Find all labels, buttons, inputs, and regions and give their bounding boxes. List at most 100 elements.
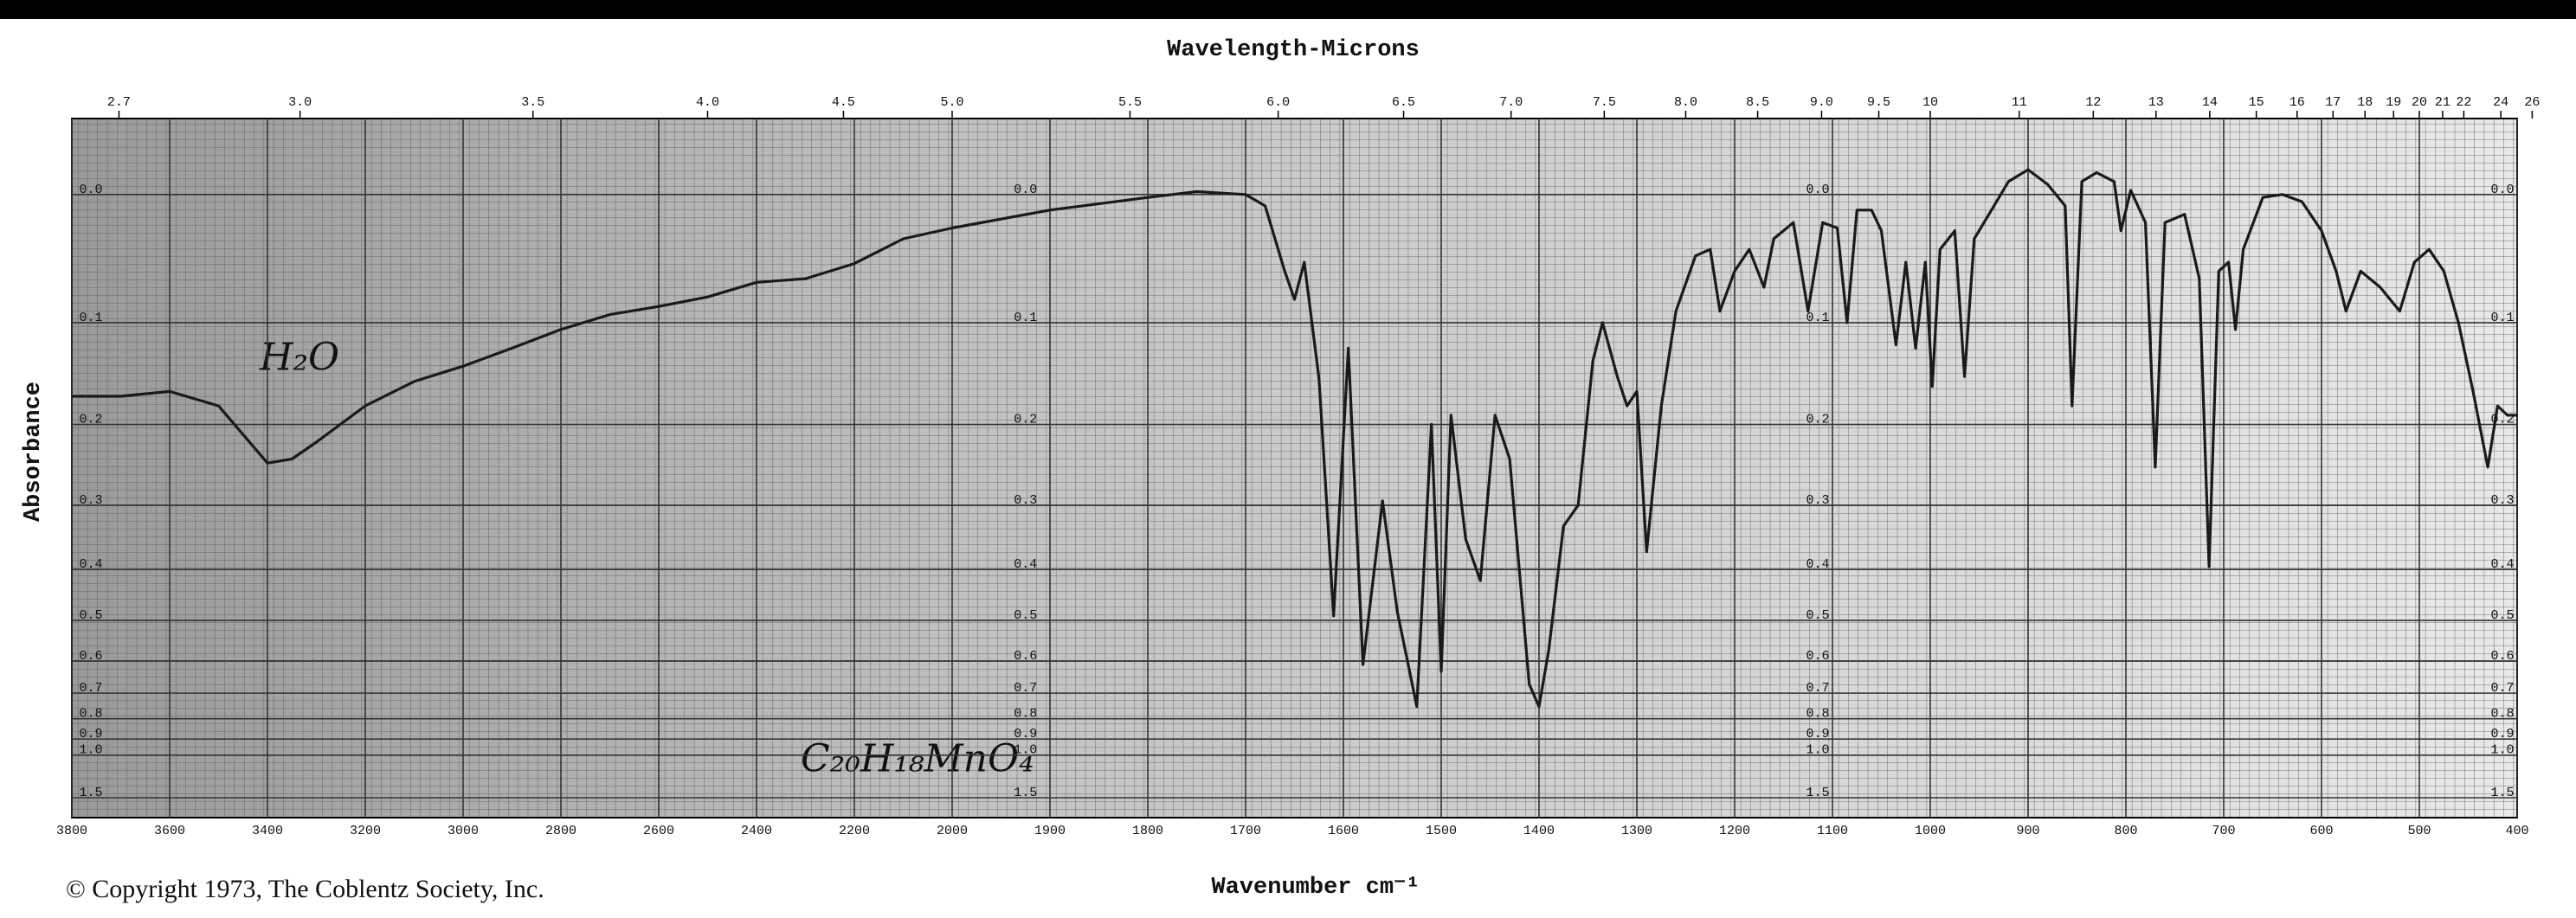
y-tick-label: 1.0 <box>2491 743 2515 758</box>
y-tick-label: 0.8 <box>2491 707 2515 722</box>
annotation: C₂₀H₁₈MnO₄ <box>801 737 1034 781</box>
top-tick-label: 2.7 <box>107 95 131 110</box>
y-tick-label: 0.9 <box>1014 727 1037 741</box>
y-tick-label: 0.3 <box>79 493 102 508</box>
x-tick-label: 3000 <box>448 824 479 838</box>
x-tick-label: 3200 <box>350 824 381 838</box>
y-tick-label: 0.0 <box>79 183 102 197</box>
y-tick-label: 0.4 <box>1014 557 1037 572</box>
top-tick-label: 5.0 <box>940 95 963 110</box>
top-tick-label: 9.0 <box>1810 95 1833 110</box>
x-tick-label: 1300 <box>1621 824 1652 838</box>
x-tick-label: 1600 <box>1328 824 1359 838</box>
top-tick-label: 19 <box>2386 95 2401 110</box>
top-tick-label: 10 <box>1922 95 1938 110</box>
y-tick-label: 0.4 <box>1806 557 1830 572</box>
y-tick-label: 1.0 <box>1806 743 1830 758</box>
fine-grid <box>72 119 2517 818</box>
top-tick-label: 7.5 <box>1593 95 1616 110</box>
y-tick-label: 0.8 <box>1806 707 1830 722</box>
y-tick-label: 0.7 <box>1806 681 1830 696</box>
top-tick-label: 11 <box>2012 95 2027 110</box>
x-tick-label: 1700 <box>1230 824 1261 838</box>
y-tick-label: 0.1 <box>1806 311 1830 325</box>
y-tick-label: 0.5 <box>1014 608 1037 623</box>
x-tick-label: 1000 <box>1915 824 1946 838</box>
x-tick-label: 2000 <box>937 824 968 838</box>
y-tick-label: 0.6 <box>79 649 102 664</box>
x-axis-label: Wavenumber cm⁻¹ <box>1211 875 1420 901</box>
x-tick-label: 1900 <box>1034 824 1066 838</box>
y-tick-label: 0.1 <box>79 311 102 325</box>
y-tick-label: 1.5 <box>1806 786 1830 800</box>
top-tick-label: 5.5 <box>1118 95 1142 110</box>
copyright: © Copyright 1973, The Coblentz Society, … <box>66 875 544 903</box>
y-tick-label: 0.7 <box>1014 681 1037 696</box>
y-tick-label: 0.5 <box>2491 608 2515 623</box>
top-tick-label: 8.0 <box>1674 95 1697 110</box>
y-tick-label: 0.7 <box>79 681 102 696</box>
y-tick-label: 0.9 <box>2491 727 2515 741</box>
top-tick-label: 24 <box>2493 95 2508 110</box>
y-tick-label: 1.5 <box>79 786 102 800</box>
y-tick-label: 0.4 <box>2491 557 2515 572</box>
top-tick-label: 13 <box>2148 95 2164 110</box>
y-tick-label: 0.2 <box>1806 412 1830 427</box>
annotation: H₂O <box>259 336 339 380</box>
x-tick-label: 1100 <box>1817 824 1848 838</box>
y-tick-label: 0.5 <box>79 608 102 623</box>
top-tick-label: 17 <box>2325 95 2341 110</box>
top-tick-label: 15 <box>2249 95 2264 110</box>
x-tick-label: 700 <box>2212 824 2235 838</box>
y-tick-label: 0.1 <box>2491 311 2515 325</box>
y-tick-label: 0.5 <box>1806 608 1830 623</box>
top-tick-label: 3.0 <box>288 95 312 110</box>
x-tick-label: 1500 <box>1426 824 1457 838</box>
x-tick-label: 400 <box>2505 824 2528 838</box>
top-tick-label: 21 <box>2435 95 2450 110</box>
x-tick-label: 2400 <box>741 824 772 838</box>
top-tick-label: 4.5 <box>832 95 855 110</box>
y-tick-label: 0.3 <box>2491 493 2515 508</box>
y-tick-label: 0.9 <box>79 727 102 741</box>
y-tick-label: 0.6 <box>2491 649 2515 664</box>
top-tick-label: 26 <box>2524 95 2540 110</box>
x-tick-label: 3400 <box>252 824 283 838</box>
x-tick-label: 1200 <box>1719 824 1750 838</box>
y-tick-label: 0.0 <box>2491 183 2515 197</box>
y-tick-label: 1.0 <box>79 743 102 758</box>
top-tick-label: 14 <box>2202 95 2218 110</box>
x-tick-label: 600 <box>2309 824 2333 838</box>
top-tick-label: 7.0 <box>1499 95 1523 110</box>
top-tick-label: 12 <box>2085 95 2101 110</box>
y-tick-label: 0.0 <box>1806 183 1830 197</box>
x-tick-label: 3600 <box>154 824 185 838</box>
top-tick-label: 8.5 <box>1746 95 1769 110</box>
x-tick-label: 2200 <box>839 824 870 838</box>
top-tick-label: 20 <box>2412 95 2427 110</box>
x-tick-label: 1400 <box>1523 824 1555 838</box>
x-tick-label: 500 <box>2407 824 2431 838</box>
y-tick-label: 0.3 <box>1806 493 1830 508</box>
top-tick-label: 9.5 <box>1867 95 1890 110</box>
x-tick-label: 800 <box>2114 824 2137 838</box>
top-tick-label: 6.0 <box>1266 95 1290 110</box>
y-tick-label: 1.0 <box>1014 743 1037 758</box>
y-tick-label: 0.2 <box>79 412 102 427</box>
y-tick-label: 0.7 <box>2491 681 2515 696</box>
y-tick-label: 0.0 <box>1014 183 1037 197</box>
x-tick-label: 900 <box>2016 824 2039 838</box>
top-tick-label: 4.0 <box>696 95 719 110</box>
y-tick-label: 0.3 <box>1014 493 1037 508</box>
y-tick-label: 0.8 <box>79 707 102 722</box>
x-tick-label: 2600 <box>643 824 674 838</box>
y-tick-label: 0.8 <box>1014 707 1037 722</box>
top-band <box>0 0 2576 19</box>
spectrum-line <box>72 168 2517 709</box>
chart-title: Wavelength-Microns <box>1167 37 1420 63</box>
y-tick-label: 0.6 <box>1014 649 1037 664</box>
y-axis-label: Absorbance <box>21 382 47 522</box>
y-tick-label: 0.6 <box>1806 649 1830 664</box>
